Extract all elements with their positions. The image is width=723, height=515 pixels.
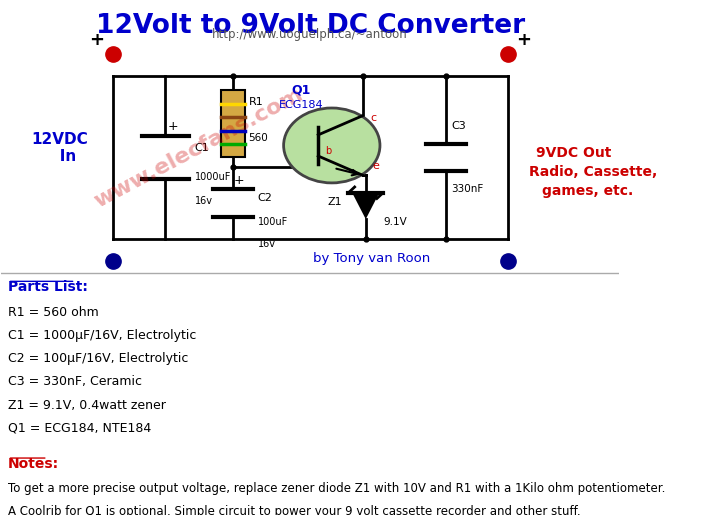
Text: A Coolrib for Q1 is optional. Simple circuit to power your 9 volt cassette recor: A Coolrib for Q1 is optional. Simple cir… bbox=[7, 505, 580, 515]
Text: b: b bbox=[325, 146, 332, 156]
Text: Radio, Cassette,: Radio, Cassette, bbox=[529, 165, 658, 179]
Text: 16v: 16v bbox=[194, 196, 213, 205]
Text: Z1 = 9.1V, 0.4watt zener: Z1 = 9.1V, 0.4watt zener bbox=[7, 399, 166, 411]
Text: Z1: Z1 bbox=[328, 197, 342, 208]
Text: Q1: Q1 bbox=[291, 83, 311, 97]
Polygon shape bbox=[352, 193, 380, 219]
Text: e: e bbox=[373, 162, 380, 171]
Text: 330nF: 330nF bbox=[451, 184, 483, 194]
Text: http://www.uoguelph.ca/~antoon: http://www.uoguelph.ca/~antoon bbox=[213, 28, 408, 41]
Text: 560: 560 bbox=[249, 133, 268, 143]
Text: Notes:: Notes: bbox=[7, 457, 59, 471]
Text: C3 = 330nF, Ceramic: C3 = 330nF, Ceramic bbox=[7, 375, 142, 388]
Text: +: + bbox=[234, 174, 244, 186]
Circle shape bbox=[283, 108, 380, 183]
Text: 9.1V: 9.1V bbox=[383, 216, 407, 227]
Text: C3: C3 bbox=[451, 121, 466, 131]
Text: 16v: 16v bbox=[257, 239, 275, 249]
Text: R1 = 560 ohm: R1 = 560 ohm bbox=[7, 306, 98, 319]
Bar bbox=[221, 90, 245, 158]
Text: +: + bbox=[515, 31, 531, 49]
Text: 100uF: 100uF bbox=[257, 217, 288, 227]
Text: 12VDC
   In: 12VDC In bbox=[32, 132, 88, 164]
Text: C2 = 100μF/16V, Electrolytic: C2 = 100μF/16V, Electrolytic bbox=[7, 352, 188, 366]
Text: To get a more precise output voltage, replace zener diode Z1 with 10V and R1 wit: To get a more precise output voltage, re… bbox=[7, 482, 665, 494]
Text: c: c bbox=[371, 113, 377, 124]
Text: 9VDC Out: 9VDC Out bbox=[536, 146, 611, 160]
Text: ECG184: ECG184 bbox=[278, 100, 323, 110]
Text: C2: C2 bbox=[257, 193, 273, 203]
Text: 1000uF: 1000uF bbox=[194, 171, 231, 182]
Text: C1 = 1000μF/16V, Electrolytic: C1 = 1000μF/16V, Electrolytic bbox=[7, 330, 196, 342]
Text: C1: C1 bbox=[194, 143, 210, 153]
Text: Parts List:: Parts List: bbox=[7, 280, 87, 294]
Text: www.elecfans.com: www.elecfans.com bbox=[91, 84, 307, 212]
Text: +: + bbox=[167, 120, 178, 133]
Text: 12Volt to 9Volt DC Converter: 12Volt to 9Volt DC Converter bbox=[95, 13, 525, 39]
Text: games, etc.: games, etc. bbox=[542, 184, 633, 198]
Text: by Tony van Roon: by Tony van Roon bbox=[313, 252, 431, 265]
Text: +: + bbox=[90, 31, 105, 49]
Text: Q1 = ECG184, NTE184: Q1 = ECG184, NTE184 bbox=[7, 422, 151, 435]
Text: R1: R1 bbox=[249, 97, 263, 107]
